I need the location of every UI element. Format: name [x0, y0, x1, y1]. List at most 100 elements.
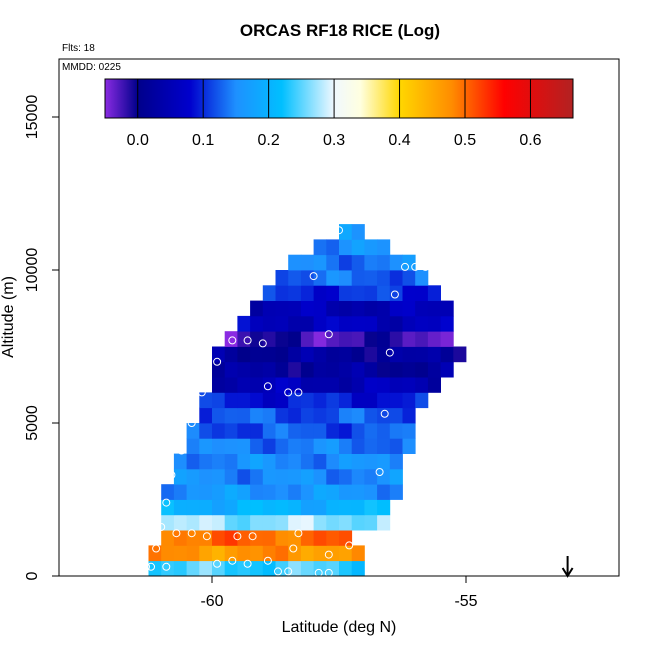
flight-point: [309, 272, 318, 281]
heatmap-cell: [364, 300, 378, 317]
heatmap-cell: [288, 300, 302, 317]
heatmap-cell: [199, 545, 213, 562]
heatmap-cell: [402, 254, 416, 271]
heatmap-cell: [389, 285, 403, 301]
heatmap-cell: [351, 514, 365, 531]
heatmap-cell: [402, 300, 416, 317]
heatmap-cell: [313, 392, 327, 409]
heatmap-cell: [313, 239, 327, 256]
flight-point: [157, 523, 166, 531]
flight-point: [243, 336, 252, 345]
heatmap-cell: [377, 453, 391, 470]
flight-point: [294, 388, 303, 397]
flight-point: [187, 419, 196, 427]
heatmap-cell: [186, 530, 200, 546]
heatmap-cell: [262, 300, 276, 317]
heatmap-cell: [173, 499, 187, 516]
heatmap-cell: [224, 423, 238, 439]
heatmap-cell: [351, 407, 365, 424]
heatmap-cell: [326, 285, 340, 301]
heatmap-cell: [288, 484, 302, 500]
heatmap-cell: [237, 514, 251, 531]
heatmap-cell: [339, 346, 353, 363]
heatmap-cell: [326, 423, 340, 439]
heatmap-cell: [237, 361, 251, 378]
heatmap-cell: [300, 285, 314, 301]
flight-point: [187, 529, 196, 538]
flight-point: [294, 529, 303, 538]
heatmap-cell: [427, 361, 441, 378]
heatmap-cell: [415, 377, 429, 393]
y-tick-label: 10000: [24, 248, 41, 293]
heatmap-cell: [275, 499, 289, 516]
heatmap-cell: [288, 331, 302, 347]
heatmap-cell: [250, 361, 264, 378]
heatmap-cell: [237, 560, 251, 577]
date-label: MMDD: 0225: [62, 62, 121, 73]
heatmap-cell: [275, 331, 289, 347]
heatmap-cell: [224, 453, 238, 470]
heatmap-cell: [212, 560, 226, 577]
heatmap-cell: [212, 514, 226, 531]
heatmap-cell: [364, 407, 378, 424]
heatmap-cell: [389, 361, 403, 378]
heatmap-cell: [212, 499, 226, 516]
heatmap-cell: [377, 315, 391, 332]
flight-point: [152, 544, 161, 553]
heatmap-cell: [300, 560, 314, 577]
heatmap-cell: [250, 484, 264, 500]
heatmap-cell: [262, 484, 276, 500]
heatmap-cell: [237, 315, 251, 332]
heatmap-cells: [148, 224, 467, 577]
heatmap-cell: [224, 361, 238, 378]
heatmap-cell: [288, 407, 302, 424]
heatmap-cell: [250, 377, 264, 393]
heatmap-cell: [339, 300, 353, 317]
heatmap-cell: [313, 560, 327, 577]
heatmap-cell: [377, 514, 391, 531]
heatmap-cell: [339, 468, 353, 485]
flight-point: [162, 498, 171, 507]
heatmap-cell: [339, 453, 353, 470]
heatmap-cell: [173, 545, 187, 562]
heatmap-cell: [313, 331, 327, 347]
heatmap-cell: [262, 361, 276, 378]
heatmap-cell: [275, 530, 289, 546]
heatmap-cell: [212, 361, 226, 378]
chart-title: ORCAS RF18 RICE (Log): [240, 21, 440, 40]
heatmap-cell: [313, 484, 327, 500]
heatmap-cell: [199, 484, 213, 500]
heatmap-cell: [250, 392, 264, 409]
flight-point: [263, 382, 272, 391]
heatmap-cell: [275, 346, 289, 363]
heatmap-cell: [339, 438, 353, 454]
heatmap-cell: [173, 484, 187, 500]
heatmap-cell: [339, 499, 353, 516]
heatmap-cell: [275, 438, 289, 454]
heatmap-cell: [288, 270, 302, 286]
heatmap-cell: [377, 239, 391, 256]
heatmap-cell: [288, 438, 302, 454]
heatmap-cell: [326, 361, 340, 378]
heatmap-cell: [288, 514, 302, 531]
heatmap-cell: [148, 560, 162, 577]
heatmap-cell: [161, 484, 175, 500]
heatmap-cell: [300, 407, 314, 424]
heatmap-cell: [427, 315, 441, 332]
heatmap-cell: [300, 392, 314, 409]
heatmap-cell: [326, 438, 340, 454]
heatmap-cell: [440, 361, 454, 378]
flight-point: [375, 468, 384, 476]
heatmap-cell: [364, 331, 378, 347]
heatmap-cell: [250, 331, 264, 347]
heatmap-cell: [237, 499, 251, 516]
heatmap-cell: [351, 346, 365, 363]
heatmap-cell: [313, 530, 327, 546]
heatmap-cell: [275, 545, 289, 562]
heatmap-cell: [351, 254, 365, 271]
heatmap-cell: [440, 300, 454, 317]
heatmap-cell: [250, 300, 264, 317]
heatmap-cell: [427, 300, 441, 317]
heatmap-cell: [173, 514, 187, 531]
heatmap-cell: [186, 545, 200, 562]
